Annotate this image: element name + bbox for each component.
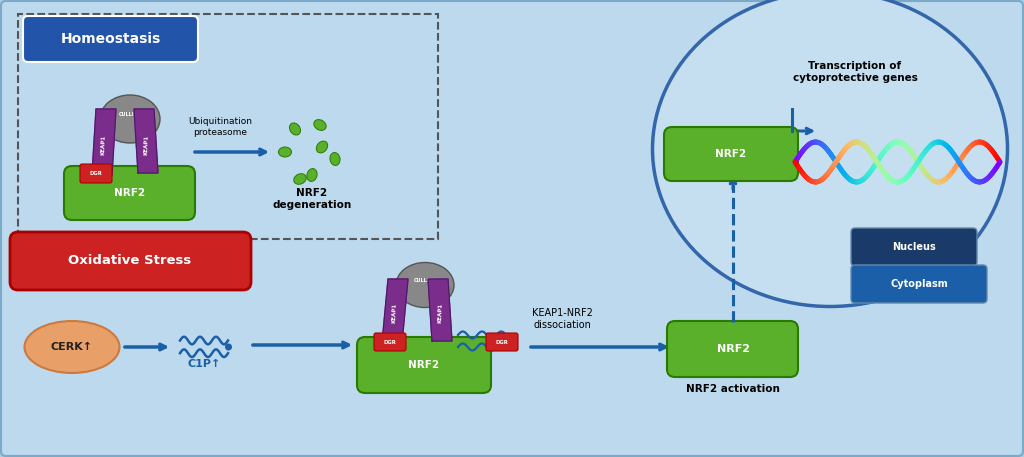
Text: CULLIN3: CULLIN3 [414, 278, 436, 283]
Text: NRF2: NRF2 [115, 188, 145, 198]
Text: NRF2: NRF2 [716, 149, 746, 159]
Text: Transcription of
cytoprotective genes: Transcription of cytoprotective genes [793, 61, 918, 83]
Text: NRF2 activation: NRF2 activation [686, 384, 780, 394]
Ellipse shape [316, 141, 328, 153]
FancyBboxPatch shape [357, 337, 490, 393]
Ellipse shape [330, 153, 340, 165]
FancyBboxPatch shape [10, 232, 251, 290]
Text: CULLIN3: CULLIN3 [119, 112, 141, 117]
FancyBboxPatch shape [851, 228, 977, 266]
Text: NRF2: NRF2 [409, 360, 439, 370]
FancyBboxPatch shape [667, 321, 798, 377]
Circle shape [225, 344, 231, 350]
Text: KEAP1: KEAP1 [437, 303, 442, 323]
Ellipse shape [279, 147, 292, 157]
Polygon shape [134, 109, 158, 173]
Text: DGR: DGR [89, 171, 102, 176]
Ellipse shape [100, 95, 160, 143]
FancyBboxPatch shape [374, 333, 406, 351]
Text: CERK↑: CERK↑ [51, 342, 93, 352]
Text: Nucleus: Nucleus [892, 242, 936, 252]
Circle shape [504, 338, 509, 344]
Text: KEAP1: KEAP1 [143, 135, 148, 155]
Text: Homeostasis: Homeostasis [60, 32, 161, 46]
FancyBboxPatch shape [486, 333, 518, 351]
Text: NRF2: NRF2 [717, 344, 750, 354]
Ellipse shape [307, 169, 317, 181]
FancyBboxPatch shape [664, 127, 798, 181]
Ellipse shape [294, 174, 306, 184]
Text: KEAP1: KEAP1 [391, 303, 397, 323]
Text: C1P↑: C1P↑ [187, 359, 221, 369]
FancyBboxPatch shape [80, 164, 112, 183]
Text: KEAP1-NRF2
dissociation: KEAP1-NRF2 dissociation [531, 308, 593, 330]
Text: KEAP1: KEAP1 [100, 135, 105, 155]
Polygon shape [382, 279, 408, 343]
Ellipse shape [396, 262, 454, 308]
Ellipse shape [313, 120, 327, 130]
Text: Oxidative Stress: Oxidative Stress [69, 255, 191, 267]
Text: NRF2
degeneration: NRF2 degeneration [272, 188, 351, 210]
Polygon shape [428, 279, 452, 341]
Polygon shape [92, 109, 116, 175]
Ellipse shape [290, 123, 300, 135]
Text: DGR: DGR [496, 340, 509, 345]
Ellipse shape [652, 0, 1008, 307]
Text: Cytoplasm: Cytoplasm [890, 279, 948, 289]
Ellipse shape [25, 321, 120, 373]
Text: DGR: DGR [384, 340, 396, 345]
FancyBboxPatch shape [23, 16, 198, 62]
Text: Ubiquitination
proteasome: Ubiquitination proteasome [188, 117, 252, 137]
FancyBboxPatch shape [63, 166, 195, 220]
FancyBboxPatch shape [851, 265, 987, 303]
